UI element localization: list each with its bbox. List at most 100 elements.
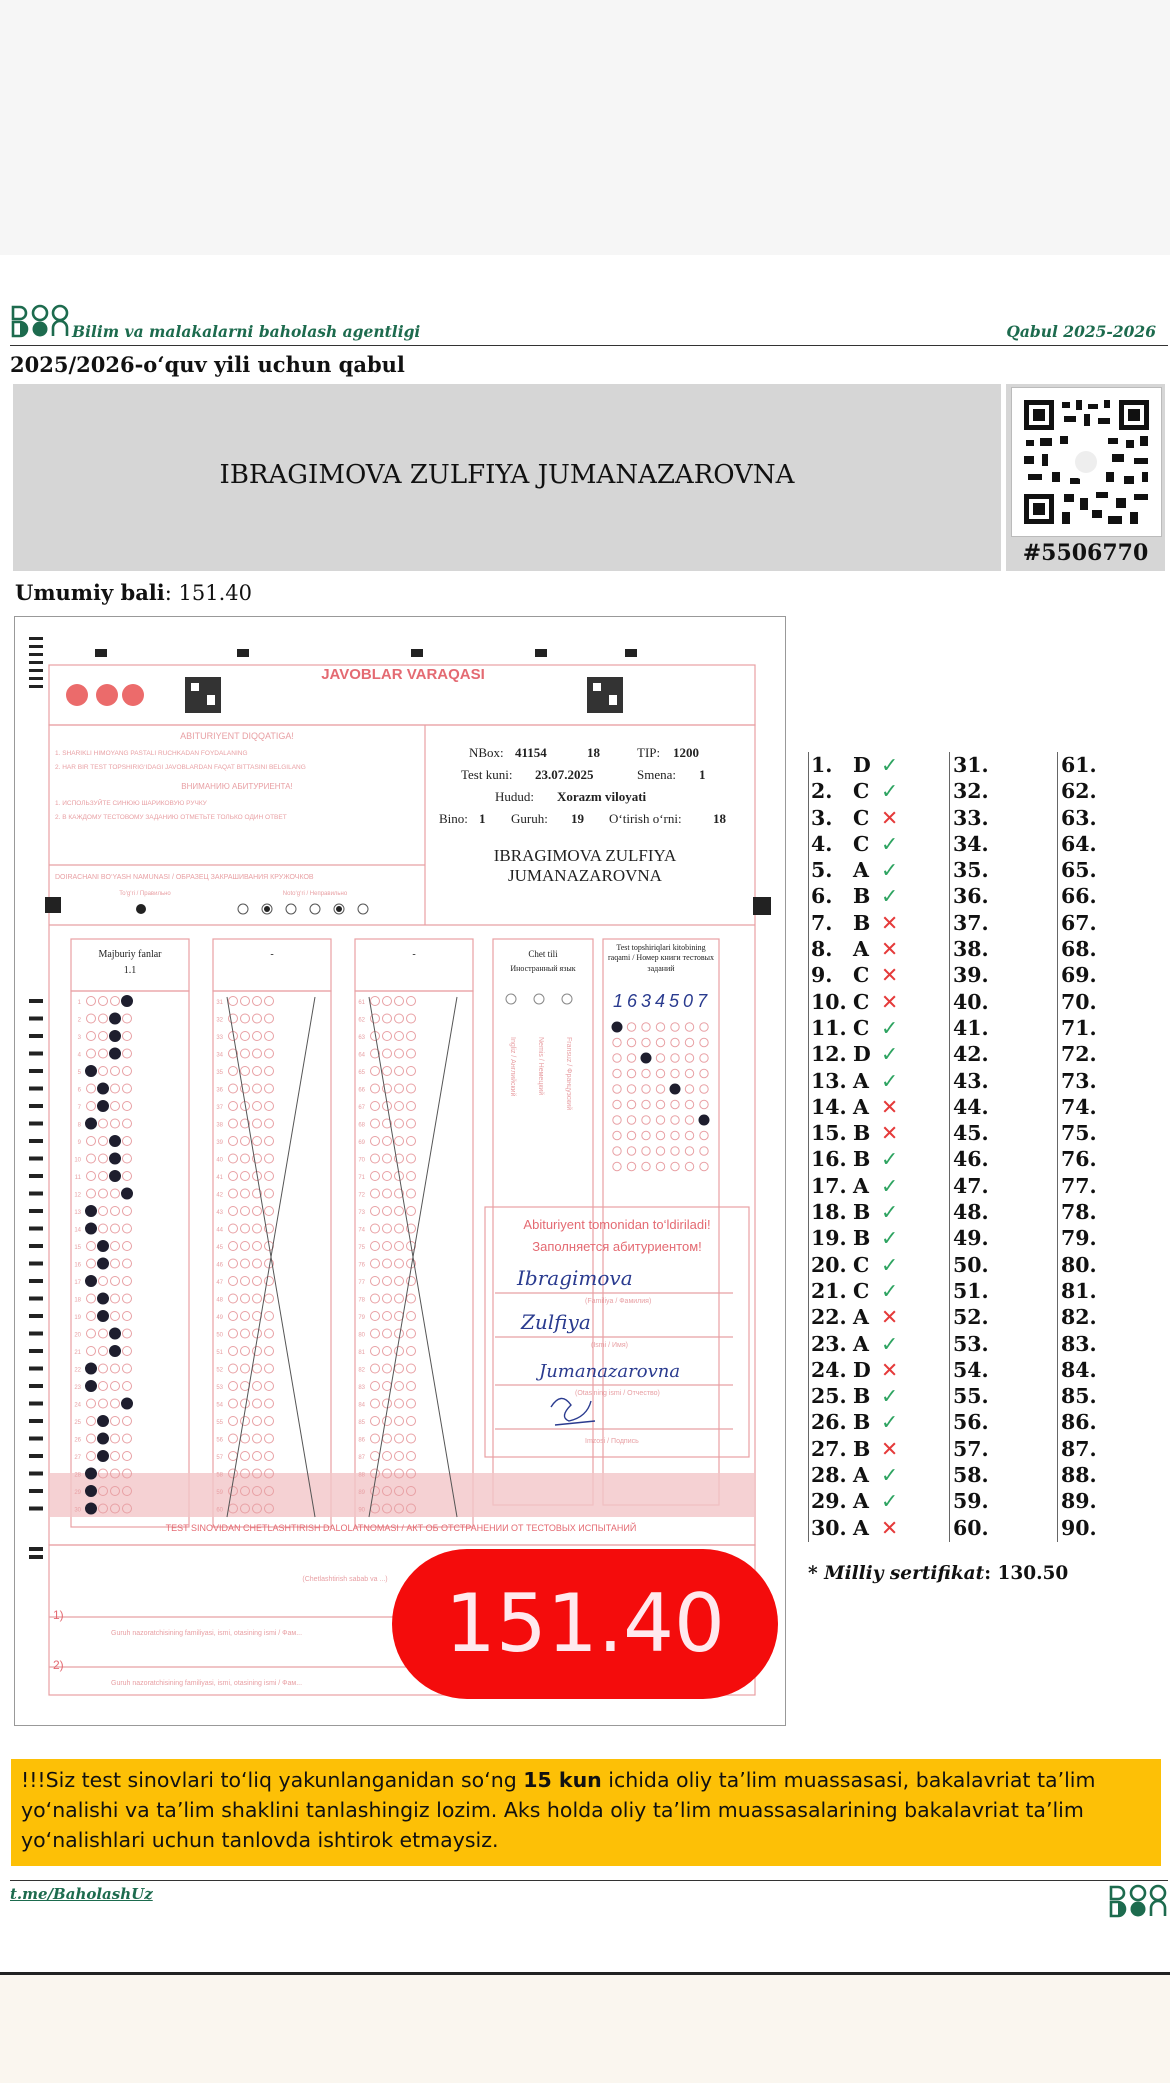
signature-name: Zulfiya bbox=[520, 1310, 591, 1334]
signature-surname: Ibragimova bbox=[516, 1266, 633, 1290]
national-certificate-value: : 130.50 bbox=[984, 1563, 1069, 1584]
answer-number: 4. bbox=[811, 831, 833, 856]
correct-check-icon: ✓ bbox=[881, 1042, 899, 1067]
telegram-link[interactable]: t.me/BaholashUz bbox=[10, 1885, 153, 1903]
svg-text:14: 14 bbox=[74, 1228, 81, 1234]
top-blank-area bbox=[0, 0, 1170, 255]
attention-ru-title: ВНИМАНИЮ АБИТУРИЕНТА! bbox=[181, 782, 292, 791]
answer-letter: D bbox=[853, 1357, 871, 1382]
answer-row-empty: 56. bbox=[953, 1410, 989, 1435]
svg-text:68: 68 bbox=[358, 1123, 365, 1129]
svg-text:84: 84 bbox=[358, 1403, 365, 1409]
svg-text:65: 65 bbox=[358, 1070, 365, 1076]
tip-value: 1200 bbox=[673, 745, 699, 760]
attention-2: 2. HAR BIR TEST TOPSHIRIG‘IDAGI JAVOBLAR… bbox=[55, 764, 306, 771]
results-divider-2 bbox=[949, 752, 950, 1542]
answer-letter: A bbox=[853, 1305, 869, 1330]
smena-value: 1 bbox=[699, 767, 706, 782]
svg-text:22: 22 bbox=[74, 1368, 81, 1374]
agency-logo-icon bbox=[11, 304, 69, 338]
signature-patronymic-label: (Otasining ismi / Отчество) bbox=[575, 1390, 660, 1397]
svg-text:54: 54 bbox=[216, 1403, 223, 1409]
answer-number: 23. bbox=[811, 1331, 847, 1356]
answer-letter: B bbox=[853, 910, 871, 935]
svg-text:57: 57 bbox=[216, 1455, 223, 1461]
section1-sub: 1.1 bbox=[124, 965, 137, 976]
answer-letter: C bbox=[853, 779, 870, 804]
svg-text:11: 11 bbox=[75, 1175, 82, 1181]
qr-code bbox=[1011, 387, 1162, 537]
answer-row-empty: 77. bbox=[1061, 1173, 1097, 1198]
answer-row-empty: 81. bbox=[1061, 1278, 1097, 1303]
answer-letter: B bbox=[853, 1226, 871, 1251]
svg-text:16: 16 bbox=[74, 1263, 81, 1269]
svg-text:45: 45 bbox=[216, 1245, 223, 1251]
answer-number: 18. bbox=[811, 1200, 847, 1225]
svg-text:72: 72 bbox=[358, 1193, 365, 1199]
answer-row: 12. D ✓ bbox=[811, 1041, 898, 1067]
answer-letter: C bbox=[853, 1278, 870, 1303]
answer-row-empty: 71. bbox=[1061, 1015, 1097, 1040]
answer-row-empty: 63. bbox=[1061, 805, 1097, 830]
wrong-cross-icon: ✕ bbox=[881, 963, 899, 988]
answer-letter: B bbox=[853, 1410, 871, 1435]
answer-row: 30. A ✕ bbox=[811, 1515, 898, 1541]
correct-check-icon: ✓ bbox=[881, 1278, 899, 1303]
signature-surname-label: (Familiya / Фамилия) bbox=[585, 1298, 651, 1305]
answer-row: 5. A ✓ bbox=[811, 857, 898, 883]
attention-ru-1: 1. ИСПОЛЬЗУЙТЕ СИНЮЮ ШАРИКОВУЮ РУЧКУ bbox=[55, 798, 208, 807]
bino-label: Bino: bbox=[439, 811, 468, 826]
section2-title: - bbox=[270, 949, 273, 960]
svg-text:15: 15 bbox=[74, 1245, 81, 1251]
correct-check-icon: ✓ bbox=[881, 884, 899, 909]
answer-row: 4. C ✓ bbox=[811, 831, 898, 857]
notice-deadline: 15 kun bbox=[523, 1768, 602, 1792]
footer-divider bbox=[10, 1880, 1168, 1881]
answer-row-empty: 86. bbox=[1061, 1410, 1097, 1435]
correct-check-icon: ✓ bbox=[881, 1252, 899, 1277]
svg-text:56: 56 bbox=[216, 1438, 223, 1444]
answer-row-empty: 70. bbox=[1061, 989, 1097, 1014]
answer-number: 5. bbox=[811, 858, 833, 883]
answer-letter: D bbox=[853, 1042, 871, 1067]
answer-letter: D bbox=[853, 753, 871, 777]
bottom-blank-area bbox=[0, 1972, 1170, 2083]
answer-row-empty: 84. bbox=[1061, 1357, 1097, 1382]
notice-suffix: ichida oliy ta’lim muassasasi, bakalavri… bbox=[21, 1768, 1096, 1852]
answer-number: 21. bbox=[811, 1278, 847, 1303]
seat-label: O‘tirish o‘rni: bbox=[609, 811, 682, 826]
svg-text:90: 90 bbox=[358, 1508, 365, 1514]
answer-row-empty: 65. bbox=[1061, 858, 1097, 883]
answer-letter: A bbox=[853, 1489, 869, 1514]
svg-text:88: 88 bbox=[358, 1473, 365, 1479]
total-score-value: 151.40 bbox=[178, 581, 253, 605]
answer-row-empty: 40. bbox=[953, 989, 989, 1014]
footer-logo-icon bbox=[1109, 1884, 1167, 1918]
answers-column-2: 31. 32. 33. 34. 35. 36. 37. 38. 39. 40. 41. 42. 43. 4… bbox=[953, 752, 989, 1541]
answer-row: 23. A ✓ bbox=[811, 1331, 898, 1357]
svg-text:30: 30 bbox=[74, 1508, 81, 1514]
correct-check-icon: ✓ bbox=[881, 1384, 899, 1409]
fill-title: Abituriyent tomonidan to‘ldiriladi! bbox=[523, 1217, 710, 1232]
answer-row: 27. B ✕ bbox=[811, 1436, 898, 1462]
answer-letter: B bbox=[853, 1121, 871, 1146]
answer-row-empty: 75. bbox=[1061, 1121, 1097, 1146]
answer-number: 12. bbox=[811, 1042, 847, 1067]
answer-row-empty: 39. bbox=[953, 963, 989, 988]
svg-text:53: 53 bbox=[216, 1385, 223, 1391]
svg-text:19: 19 bbox=[74, 1315, 81, 1321]
svg-text:86: 86 bbox=[358, 1438, 365, 1444]
svg-text:40: 40 bbox=[216, 1158, 223, 1164]
qr-code-box: #5506770 bbox=[1006, 384, 1165, 571]
correct-check-icon: ✓ bbox=[881, 1226, 899, 1251]
svg-text:5: 5 bbox=[78, 1070, 82, 1076]
tip-label: TIP: bbox=[637, 745, 660, 760]
answer-row: 14. A ✕ bbox=[811, 1094, 898, 1120]
signature-name-label: (Ismi / Имя) bbox=[591, 1342, 628, 1349]
answer-row-empty: 88. bbox=[1061, 1463, 1097, 1488]
nbox-extra: 18 bbox=[587, 745, 601, 760]
answer-row-empty: 58. bbox=[953, 1463, 989, 1488]
lang-title: Chet tili bbox=[528, 949, 558, 959]
sheet-title: JAVOBLAR VARAQASI bbox=[321, 666, 485, 683]
sample-title: DOIRACHANI BO‘YASH NAMUNASI / ОБРАЗЕЦ ЗА… bbox=[55, 874, 314, 881]
